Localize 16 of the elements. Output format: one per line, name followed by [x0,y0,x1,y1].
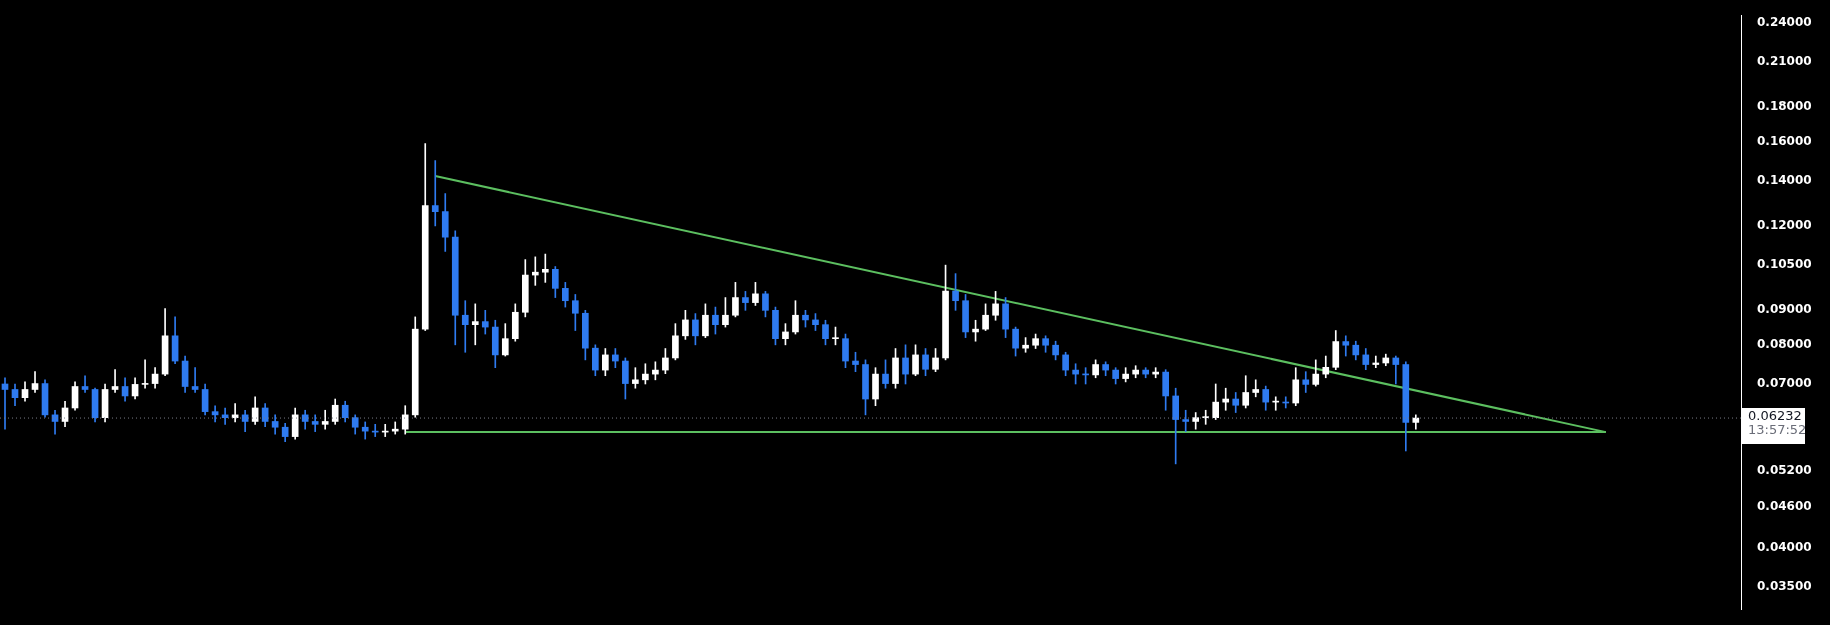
y-tick-label: 0.14000 [1757,172,1812,187]
y-tick-label: 0.21000 [1757,54,1812,69]
text: 13:57:52 [1748,422,1807,438]
y-tick-label: 0.05200 [1757,463,1812,478]
y-tick-label: 0.10500 [1757,257,1812,272]
y-tick-label: 0.18000 [1757,99,1812,114]
y-tick-label: 0.04000 [1757,540,1812,555]
y-tick-label: 0.12000 [1757,218,1812,233]
y-tick-label: 0.08000 [1757,336,1812,351]
y-tick-label: 0.07000 [1757,376,1812,391]
y-tick-label: 0.24000 [1757,14,1812,29]
y-tick-label: 0.04600 [1757,499,1812,514]
y-tick-label: 0.03500 [1757,579,1812,594]
y-tick-label: 0.09000 [1757,302,1812,317]
ref-line-label: 0.06232 [1748,408,1802,424]
y-tick-label: 0.16000 [1757,133,1812,148]
